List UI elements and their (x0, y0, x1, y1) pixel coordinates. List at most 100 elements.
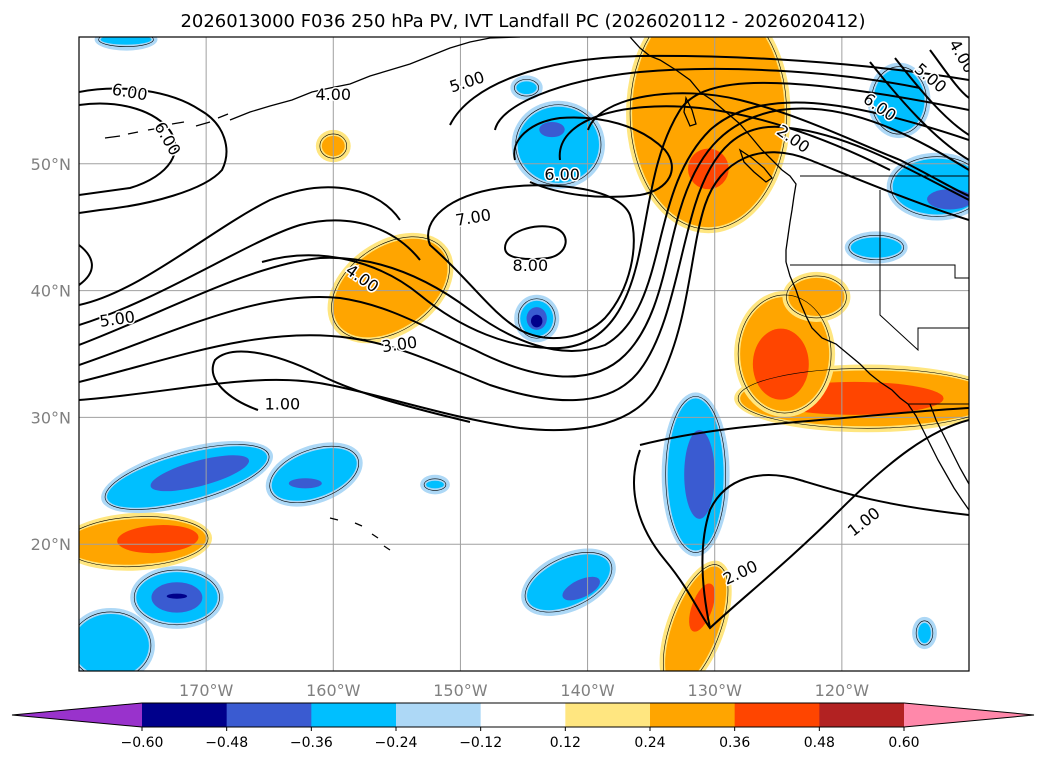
colorbar-segment (480, 703, 566, 727)
aleutian-islands (104, 113, 229, 139)
pv-region-outline (517, 298, 556, 339)
colorbar-segment (650, 703, 736, 727)
contour-8 (503, 225, 567, 260)
contour-6-east (869, 61, 969, 161)
colorbar-segment (226, 703, 312, 727)
hawaii-islands (329, 517, 391, 551)
lat-tick-label: 50°N (31, 155, 71, 174)
pv-region-outline (848, 235, 904, 260)
pv-outline-layer (79, 37, 969, 671)
colorbar-tick-label: −0.60 (121, 735, 164, 751)
contour-2-south (701, 474, 969, 629)
lat-tick-label: 40°N (31, 282, 71, 301)
ivt-contours (79, 49, 969, 630)
pv-region (539, 121, 565, 138)
panhandle-coast (629, 37, 797, 262)
colorbar-tick-label: −0.12 (459, 735, 502, 751)
colorbar-tick-label: −0.36 (290, 735, 333, 751)
contour-5-east (894, 57, 969, 136)
contour-4-west (79, 219, 421, 326)
colorbar-tick-label: 0.60 (888, 735, 919, 751)
colorbar-extend-max (904, 703, 1034, 727)
pv-region (426, 480, 444, 489)
lon-tick-label: 120°W (815, 681, 870, 700)
contour-6-north (494, 67, 921, 131)
contour-1-loop (211, 350, 471, 423)
pv-region-outline (269, 445, 360, 503)
pv-region-outline (662, 564, 729, 671)
colorbar-segments (11, 702, 1035, 728)
colorbar-segment (565, 703, 651, 727)
map-frame (78, 36, 970, 672)
pv-region-outline (331, 236, 450, 340)
lon-tick-label: 140°W (560, 681, 615, 700)
contour-label: 6.00 (543, 163, 582, 185)
pv-region-outline (786, 275, 847, 319)
colorbar-tick-label: 0.12 (550, 735, 581, 751)
map-panel: 6.006.004.00 5.007.006.008.004.003.005.00… (31, 36, 970, 700)
pv-region (166, 593, 188, 599)
contour-4-large (79, 107, 969, 378)
pv-region-outline (665, 396, 726, 553)
colorbar-tick-labels: −0.60 −0.48 −0.36 −0.24 −0.12 0.12 0.24 0.36 0.4… (121, 727, 920, 751)
vancouver-island (738, 148, 773, 183)
colorbar-segment (819, 703, 905, 727)
pv-region (689, 583, 715, 632)
us-west-coast (785, 261, 909, 405)
coastlines (104, 37, 969, 551)
contour-west-edge-1 (79, 244, 93, 286)
pv-region (100, 37, 152, 45)
pv-region (530, 314, 543, 328)
colorbar-extend-min (12, 703, 142, 727)
pv-region-outline (79, 516, 209, 568)
pv-region-outline (737, 294, 832, 414)
contour-label-text: 4.00 (315, 85, 351, 104)
baja-california-coast (907, 403, 969, 511)
pv-region-outline (890, 156, 969, 217)
colorbar-tick-label: 0.36 (719, 735, 750, 751)
contour-5-west (79, 186, 401, 306)
pv-region (684, 430, 715, 519)
pv-region-outline (79, 611, 152, 671)
contour-label: 4.00 (314, 84, 353, 106)
pv-region-outline (319, 133, 348, 159)
pv-region (79, 613, 149, 671)
contour-label-text: 1.00 (265, 394, 301, 413)
pv-region-outline (98, 37, 154, 47)
lon-tick-label: 170°W (179, 681, 234, 700)
pv-region (850, 237, 902, 258)
contour-label-text: 8.00 (513, 256, 549, 275)
contour-label-text: 6.00 (544, 165, 580, 184)
contour-5-large (79, 101, 969, 352)
longitude-tick-labels: 170°W 160°W 150°W 140°W 130°W 120°W (179, 681, 869, 700)
state-border-ca-nv (879, 265, 969, 352)
contour-2-large (79, 151, 969, 431)
alaska-coast (229, 37, 521, 121)
pv-region-outline (524, 552, 613, 613)
pv-region-outline (423, 478, 447, 491)
colorbar-tick-label: −0.24 (375, 735, 418, 751)
contour-6-jet (261, 81, 969, 350)
lon-tick-label: 160°W (306, 681, 361, 700)
colorbar-segment (142, 703, 228, 727)
pv-region (288, 478, 322, 489)
pv-region (918, 622, 931, 644)
colorbar-tick-label: −0.48 (205, 735, 248, 751)
contour-north-loop (587, 92, 969, 197)
contour-4-east (929, 49, 969, 99)
pv-region (150, 455, 250, 492)
contour-1-south (639, 407, 969, 446)
latitude-tick-labels: 50°N 40°N 30°N 20°N (31, 155, 71, 554)
lat-tick-label: 20°N (31, 535, 71, 554)
figure-title: 2026013000 F036 250 hPa PV, IVT Landfall… (180, 11, 865, 32)
colorbar-tick-label: 0.24 (634, 735, 665, 751)
state-border-ca-or (790, 264, 969, 279)
colorbar-tick-label: 0.48 (804, 735, 835, 751)
pv-region (271, 448, 357, 501)
pv-region-outline (133, 569, 220, 626)
pv-region (516, 81, 537, 95)
lon-tick-label: 130°W (688, 681, 743, 700)
contour-label: 1.00 (263, 393, 302, 415)
pv-region-outline (915, 620, 934, 646)
